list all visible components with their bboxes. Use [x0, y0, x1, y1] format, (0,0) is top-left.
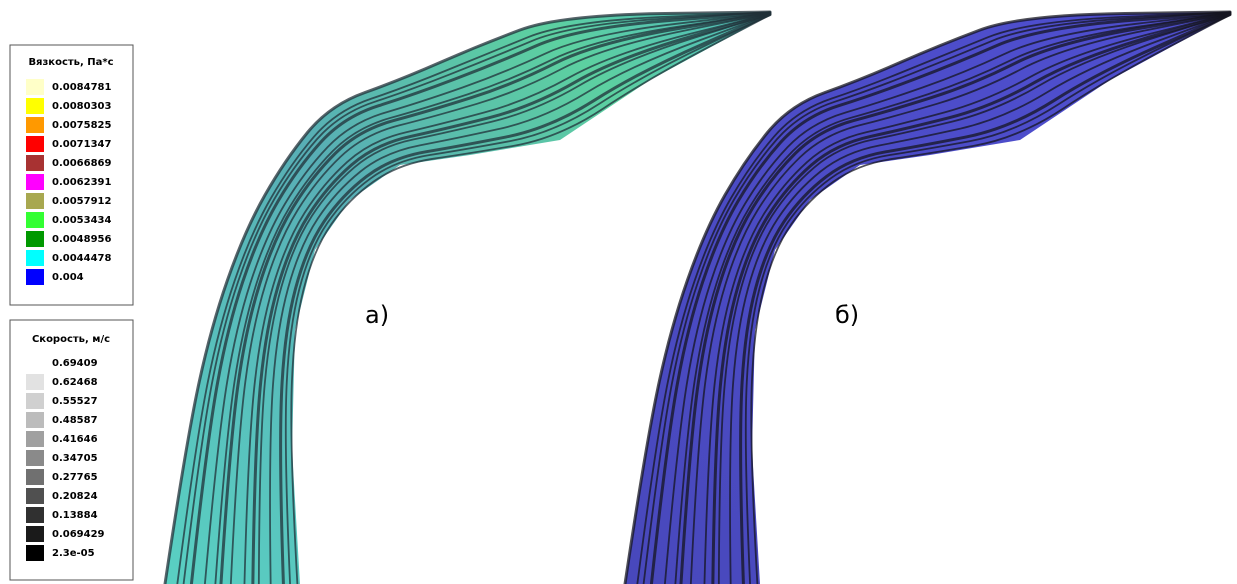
legend-title: Вязкость, Па*с — [28, 57, 113, 68]
legend-label: 2.3e-05 — [52, 548, 95, 559]
legend-swatch — [26, 117, 44, 133]
legend-swatch — [26, 231, 44, 247]
panel-label: б) — [835, 301, 859, 329]
flow-visualization — [165, 12, 1230, 584]
legend-swatch — [26, 212, 44, 228]
legend-label: 0.069429 — [52, 529, 105, 540]
legend-label: 0.69409 — [52, 358, 98, 369]
legend-swatch — [26, 545, 44, 561]
legend-label: 0.0084781 — [52, 82, 112, 93]
legend-swatch — [26, 412, 44, 428]
legend-label: 0.20824 — [52, 491, 98, 502]
legend-label: 0.27765 — [52, 472, 98, 483]
legend-swatch — [26, 393, 44, 409]
legend-swatch — [26, 488, 44, 504]
legend-label: 0.0044478 — [52, 253, 112, 264]
legend-swatch — [26, 98, 44, 114]
legend-label: 0.004 — [52, 272, 84, 283]
legend-swatch — [26, 450, 44, 466]
legend-swatch — [26, 507, 44, 523]
legend-label: 0.48587 — [52, 415, 98, 426]
legend-label: 0.0066869 — [52, 158, 112, 169]
figure: Вязкость, Па*с Скорость, м/с а) б) 0.008… — [0, 0, 1237, 584]
legend-swatch — [26, 155, 44, 171]
legend-label: 0.0080303 — [52, 101, 112, 112]
panel-label: а) — [365, 301, 389, 329]
legend-label: 0.62468 — [52, 377, 98, 388]
legend-swatch — [26, 469, 44, 485]
legend-swatch — [26, 136, 44, 152]
legend-label: 0.0062391 — [52, 177, 112, 188]
legend-swatch — [26, 193, 44, 209]
legend-swatch — [26, 526, 44, 542]
legend-label: 0.13884 — [52, 510, 98, 521]
legend-swatch — [26, 79, 44, 95]
legend-swatch — [26, 355, 44, 371]
legend-label: 0.55527 — [52, 396, 98, 407]
legend-label: 0.0071347 — [52, 139, 112, 150]
legend-label: 0.0053434 — [52, 215, 112, 226]
legend-label: 0.41646 — [52, 434, 98, 445]
legend-swatch — [26, 374, 44, 390]
legend-swatch — [26, 174, 44, 190]
legend-label: 0.0048956 — [52, 234, 112, 245]
legend-swatch — [26, 269, 44, 285]
legend-label: 0.34705 — [52, 453, 98, 464]
legend-label: 0.0075825 — [52, 120, 112, 131]
legend-title: Скорость, м/с — [32, 334, 110, 345]
legend-swatch — [26, 250, 44, 266]
legend-label: 0.0057912 — [52, 196, 112, 207]
legend-swatch — [26, 431, 44, 447]
